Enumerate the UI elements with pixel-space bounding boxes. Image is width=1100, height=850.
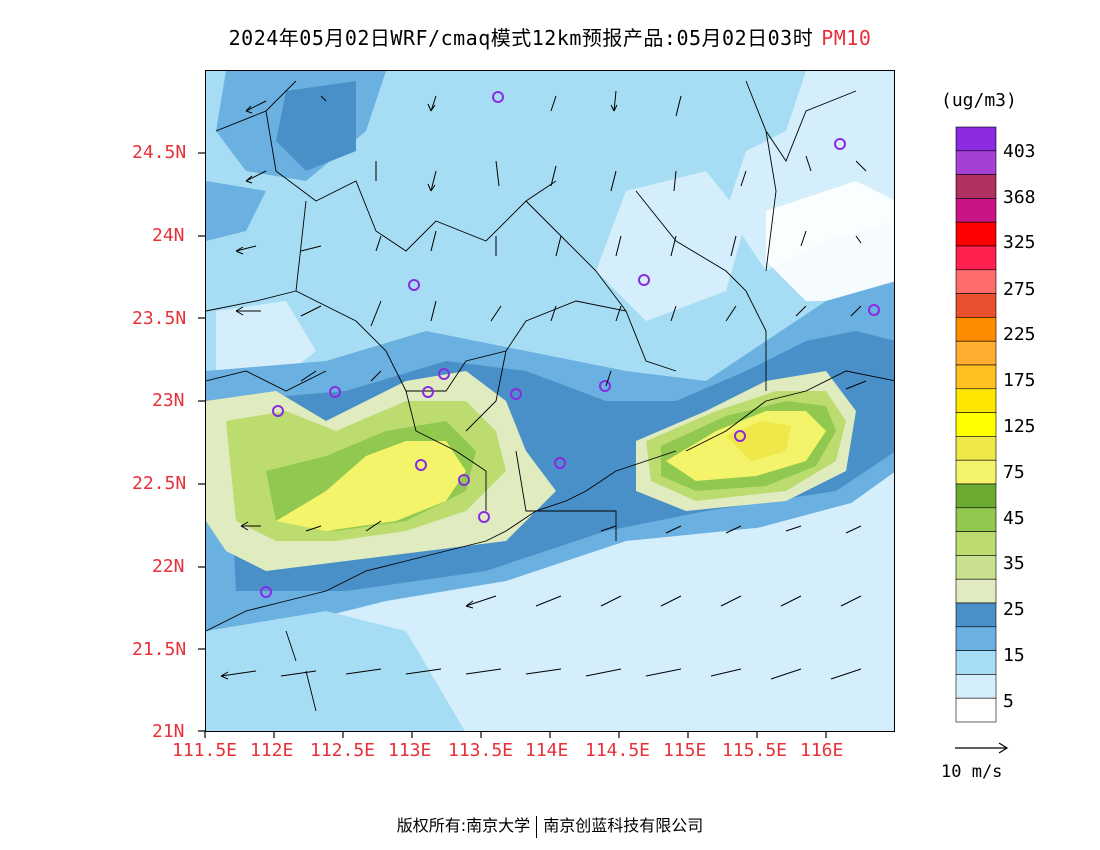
colorbar-cell <box>955 198 997 223</box>
colorbar-cell <box>955 126 997 152</box>
pm10-field <box>206 71 894 731</box>
colorbar-label: 75 <box>1003 462 1025 483</box>
colorbar-cell <box>955 293 997 318</box>
title-pollutant: PM10 <box>821 26 872 50</box>
colorbar-cell <box>955 555 997 580</box>
y-tick-label: 21N <box>152 721 185 742</box>
colorbar-label: 45 <box>1003 508 1025 529</box>
colorbar-cell <box>955 650 997 675</box>
colorbar-cell <box>955 364 997 390</box>
x-tick-label: 114E <box>525 740 569 761</box>
x-tick-label: 111.5E <box>172 740 238 761</box>
colorbar-cell <box>955 174 997 199</box>
colorbar-cell <box>955 697 997 723</box>
x-tick-label: 114.5E <box>585 740 651 761</box>
colorbar-label: 125 <box>1003 416 1036 437</box>
colorbar-label: 175 <box>1003 370 1036 391</box>
colorbar-label: 35 <box>1003 553 1025 574</box>
y-tick-label: 23N <box>152 390 185 411</box>
colorbar-cell <box>955 436 997 461</box>
y-tick-label: 24.5N <box>132 142 187 163</box>
x-tick-label: 115E <box>663 740 707 761</box>
colorbar-label: 275 <box>1003 279 1036 300</box>
colorbar-cell <box>955 674 997 699</box>
colorbar-label: 225 <box>1003 324 1036 345</box>
y-tick-label: 23.5N <box>132 308 187 329</box>
colorbar-label: 5 <box>1003 691 1014 712</box>
wind-reference-arrow <box>955 742 1009 754</box>
colorbar-cell <box>955 578 997 604</box>
colorbar-cell <box>955 531 997 556</box>
colorbar-unit: (ug/m3) <box>941 90 1017 111</box>
title-main: 2024年05月02日WRF/cmaq模式12km预报产品:05月02日03时 <box>228 26 814 50</box>
copyright-separator <box>536 815 538 838</box>
station-markers <box>260 91 880 598</box>
colorbar-cell <box>955 412 997 437</box>
colorbar-label: 325 <box>1003 232 1036 253</box>
copyright: 版权所有:南京大学 南京创蓝科技有限公司 <box>0 812 1100 838</box>
colorbar-cell <box>955 626 997 651</box>
colorbar-cell <box>955 459 997 485</box>
colorbar <box>955 126 997 723</box>
chart-title: 2024年05月02日WRF/cmaq模式12km预报产品:05月02日03时 P… <box>0 22 1100 51</box>
y-tick-label: 21.5N <box>132 639 187 660</box>
colorbar-label: 368 <box>1003 187 1036 208</box>
colorbar-cell <box>955 317 997 342</box>
colorbar-cell <box>955 340 997 366</box>
colorbar-label: 25 <box>1003 599 1025 620</box>
colorbar-cell <box>955 483 997 509</box>
x-tick-label: 113.5E <box>448 740 514 761</box>
colorbar-cell <box>955 221 997 247</box>
copyright-left: 版权所有:南京大学 <box>396 816 531 835</box>
x-tick-label: 116E <box>800 740 844 761</box>
x-tick-label: 112E <box>250 740 294 761</box>
wind-arrows <box>220 90 867 680</box>
colorbar-cell <box>955 245 997 271</box>
x-tick-label: 115.5E <box>722 740 788 761</box>
wind-reference-label: 10 m/s <box>941 762 1003 782</box>
y-tick-label: 24N <box>152 225 185 246</box>
copyright-right: 南京创蓝科技有限公司 <box>543 816 704 835</box>
colorbar-label: 15 <box>1003 645 1025 666</box>
x-tick-label: 113E <box>388 740 432 761</box>
colorbar-cell <box>955 269 997 294</box>
colorbar-cell <box>955 507 997 532</box>
pm10-map <box>205 70 895 732</box>
y-tick-label: 22N <box>152 556 185 577</box>
x-tick-label: 112.5E <box>310 740 376 761</box>
colorbar-cell <box>955 602 997 628</box>
colorbar-label: 403 <box>1003 141 1036 162</box>
colorbar-cell <box>955 388 997 413</box>
y-tick-label: 22.5N <box>132 473 187 494</box>
colorbar-cell <box>955 150 997 175</box>
